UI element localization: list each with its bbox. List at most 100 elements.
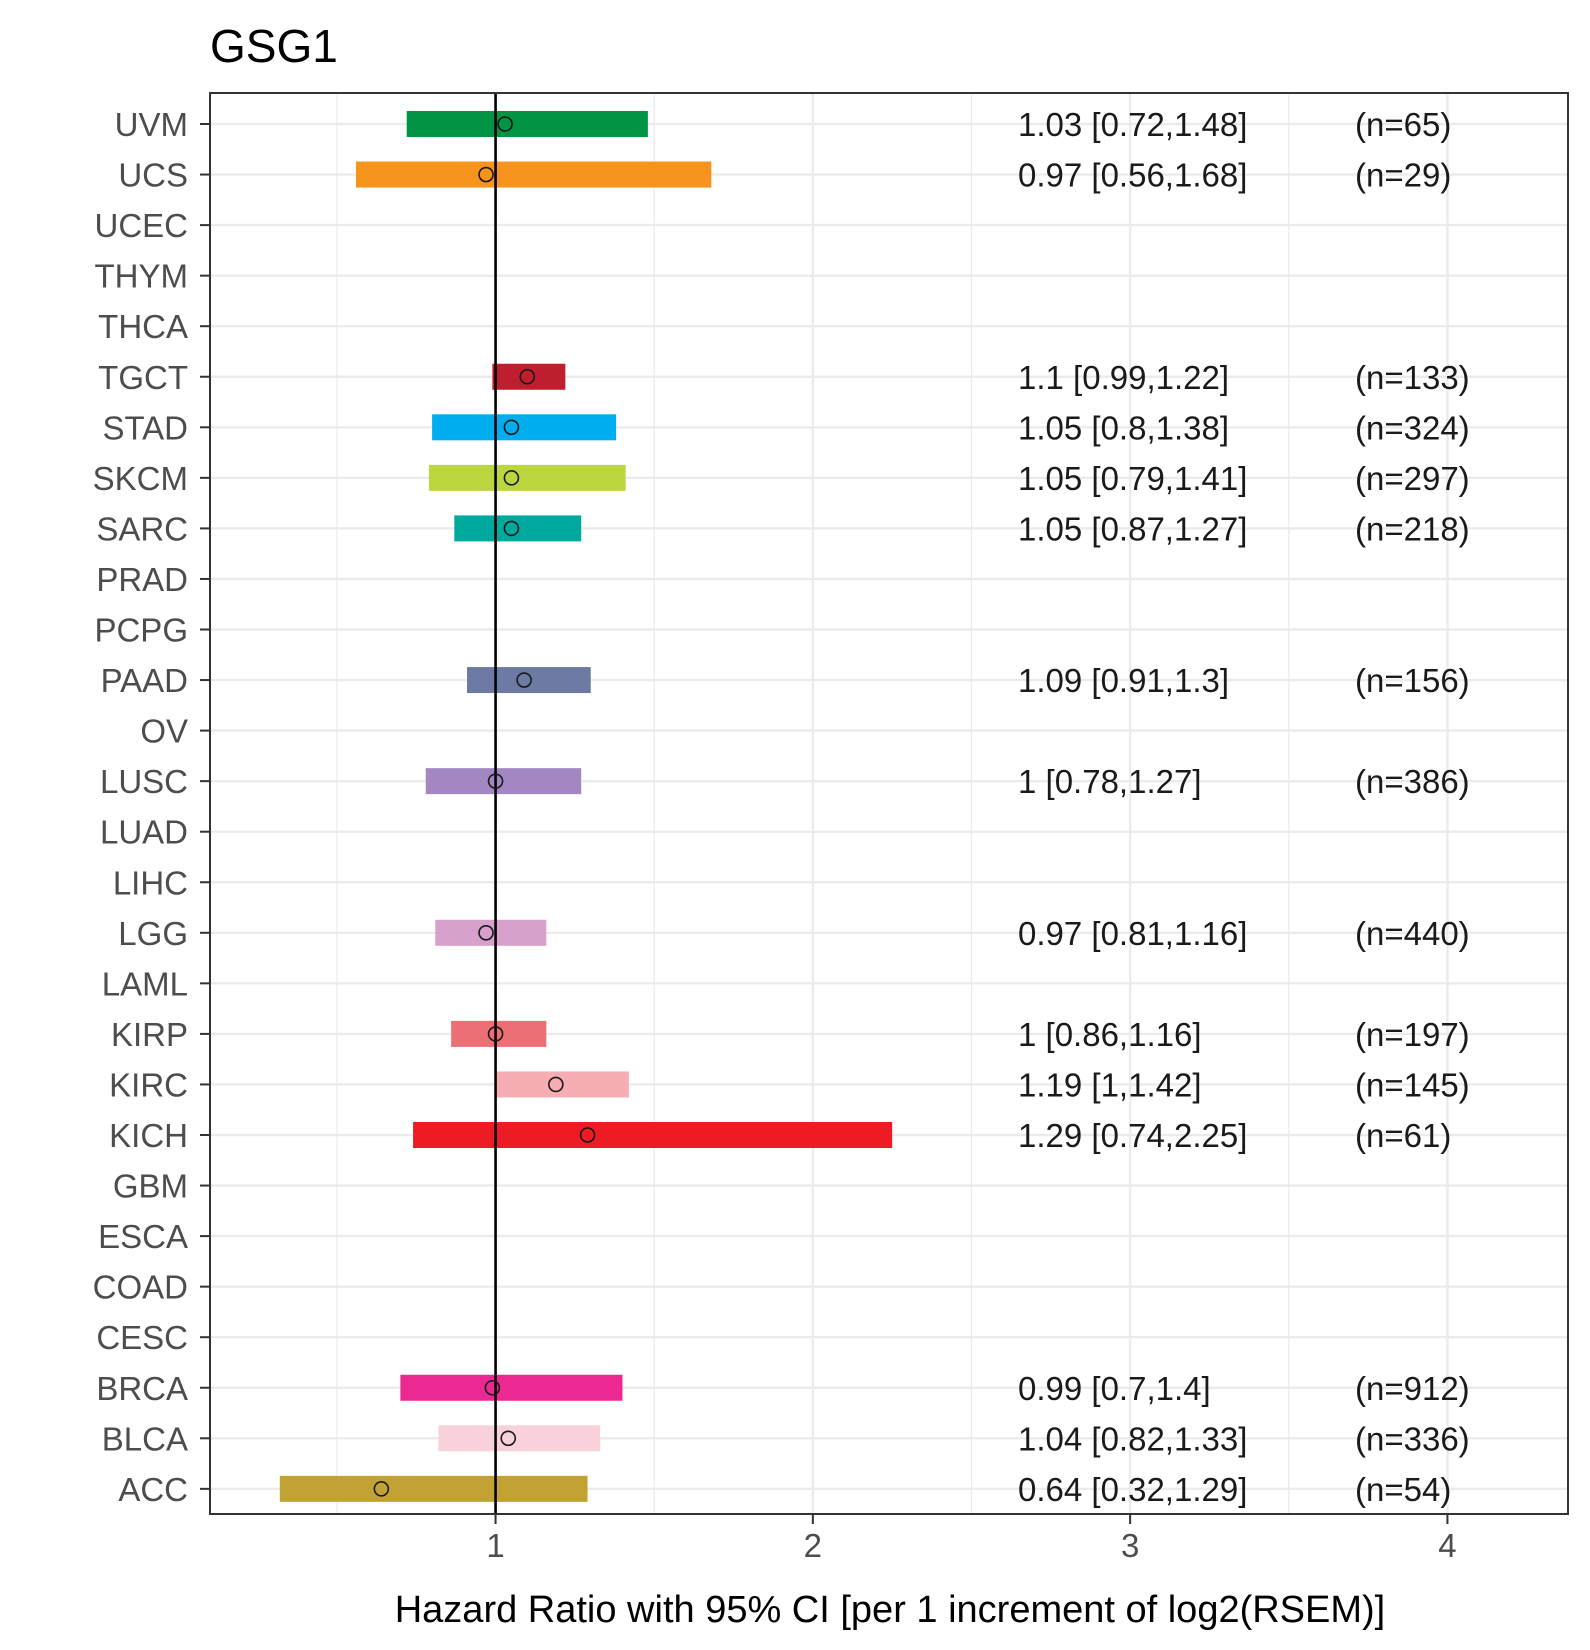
hr-point-sarc [503,520,520,537]
y-label-tgct: TGCT [98,359,188,396]
ci-bar-acc [279,1475,588,1502]
x-tick-label-3: 3 [1121,1527,1139,1564]
hr-ci-text-stad: 1.05 [0.8,1.38] [1018,409,1229,446]
y-label-pcpg: PCPG [94,612,188,649]
ci-bar-lusc [425,768,582,795]
gridlines [210,93,1568,1514]
n-text-paad: (n=156) [1355,662,1470,699]
hr-point-blca [500,1430,517,1447]
hr-point-skcm [503,470,520,486]
x-axis-title: Hazard Ratio with 95% CI [per 1 incremen… [395,1589,1386,1631]
y-label-brca: BRCA [96,1370,188,1407]
ci-bar-skcm [428,464,626,491]
y-label-lusc: LUSC [100,763,188,800]
hr-ci-text-blca: 1.04 [0.82,1.33] [1018,1420,1247,1457]
hr-ci-text-sarc: 1.05 [0.87,1.27] [1018,510,1247,547]
y-label-laml: LAML [102,965,188,1002]
y-label-ucec: UCEC [94,207,188,244]
hr-ci-text-uvm: 1.03 [0.72,1.48] [1018,106,1247,143]
y-label-thym: THYM [95,258,189,295]
y-label-kirc: KIRC [109,1066,188,1103]
n-text-sarc: (n=218) [1355,510,1470,547]
y-label-thca: THCA [98,308,188,345]
ci-bar-tgct [492,363,566,390]
y-label-stad: STAD [102,409,188,446]
n-text-stad: (n=324) [1355,409,1470,446]
n-text-lgg: (n=440) [1355,915,1470,952]
x-tick-label-2: 2 [804,1527,822,1564]
y-label-lgg: LGG [118,915,188,952]
n-text-kirc: (n=145) [1355,1066,1470,1103]
hr-ci-text-kirc: 1.19 [1,1.42] [1018,1066,1201,1103]
y-label-kirp: KIRP [111,1016,188,1053]
y-label-paad: PAAD [101,662,188,699]
hr-point-uvm [497,116,513,132]
hr-ci-text-lgg: 0.97 [0.81,1.16] [1018,915,1247,952]
ci-bar-blca [438,1425,601,1452]
hr-point-paad [516,672,532,688]
ci-bar-lgg [435,919,547,946]
panel-border [209,92,1569,1515]
annotations: 1.03 [0.72,1.48] (n=65) 0.97 [0.56,1.68] (n… [1018,106,1470,1508]
y-label-sarc: SARC [96,510,188,547]
ci-bar-ucs [355,161,712,188]
y-label-cesc: CESC [96,1319,188,1356]
hr-ci-text-acc: 0.64 [0.32,1.29] [1018,1471,1247,1508]
hr-point-acc [373,1481,390,1497]
hr-ci-text-paad: 1.09 [0.91,1.3] [1018,662,1229,699]
ci-bars [279,111,893,1502]
ci-bar-kich [413,1122,893,1148]
hr-point-tgct [519,368,536,385]
y-label-kich: KICH [109,1117,188,1154]
x-tick-label-4: 4 [1438,1527,1456,1564]
y-label-acc: ACC [118,1471,188,1508]
y-label-esca: ESCA [98,1218,188,1255]
y-label-gbm: GBM [113,1168,188,1205]
n-text-acc: (n=54) [1355,1471,1451,1508]
y-label-uvm: UVM [115,106,188,143]
x-axis: 1 2 3 4 [486,1514,1457,1564]
n-text-ucs: (n=29) [1355,157,1451,194]
y-label-luad: LUAD [100,814,188,851]
ci-bar-paad [467,667,591,694]
ci-bar-kirp [451,1020,547,1047]
hr-ci-text-skcm: 1.05 [0.79,1.41] [1018,460,1247,497]
chart-title: GSG1 [210,20,338,72]
n-text-blca: (n=336) [1355,1420,1470,1457]
hr-ci-text-lusc: 1 [0.78,1.27] [1018,763,1201,800]
hr-ci-text-tgct: 1.1 [0.99,1.22] [1018,359,1229,396]
y-label-ucs: UCS [118,157,188,194]
y-label-prad: PRAD [96,561,188,598]
hr-point-lusc [487,773,504,789]
ci-bar-brca [400,1374,623,1401]
y-axis: UVM UCS UCEC THYM THCA TGCT STAD SKCM SARC PRAD PC… [93,106,210,1508]
hr-point-kirc [548,1076,564,1093]
x-tick-label-1: 1 [486,1527,504,1564]
hr-points [373,116,596,1497]
hr-ci-text-ucs: 0.97 [0.56,1.68] [1018,157,1247,194]
n-text-lusc: (n=386) [1355,763,1470,800]
y-label-lihc: LIHC [113,864,188,901]
n-text-uvm: (n=65) [1355,106,1451,143]
y-label-skcm: SKCM [93,460,188,497]
hr-point-stad [503,419,520,436]
y-label-ov: OV [140,713,188,750]
hr-ci-text-brca: 0.99 [0.7,1.4] [1018,1370,1211,1407]
n-text-skcm: (n=297) [1355,460,1470,497]
n-text-kich: (n=61) [1355,1117,1451,1154]
hr-point-kich [579,1127,596,1143]
hr-point-kirp [487,1026,504,1042]
n-text-brca: (n=912) [1355,1370,1470,1407]
hr-ci-text-kirp: 1 [0.86,1.16] [1018,1016,1201,1053]
hr-point-brca [484,1379,501,1396]
hr-ci-text-kich: 1.29 [0.74,2.25] [1018,1117,1247,1154]
y-label-coad: COAD [93,1269,188,1306]
ci-bar-stad [432,414,617,441]
ci-bar-uvm [406,111,648,137]
n-text-kirp: (n=197) [1355,1016,1470,1053]
hr-point-lgg [478,924,494,941]
hr-point-ucs [478,166,494,183]
y-label-blca: BLCA [102,1420,188,1457]
n-text-tgct: (n=133) [1355,359,1470,396]
